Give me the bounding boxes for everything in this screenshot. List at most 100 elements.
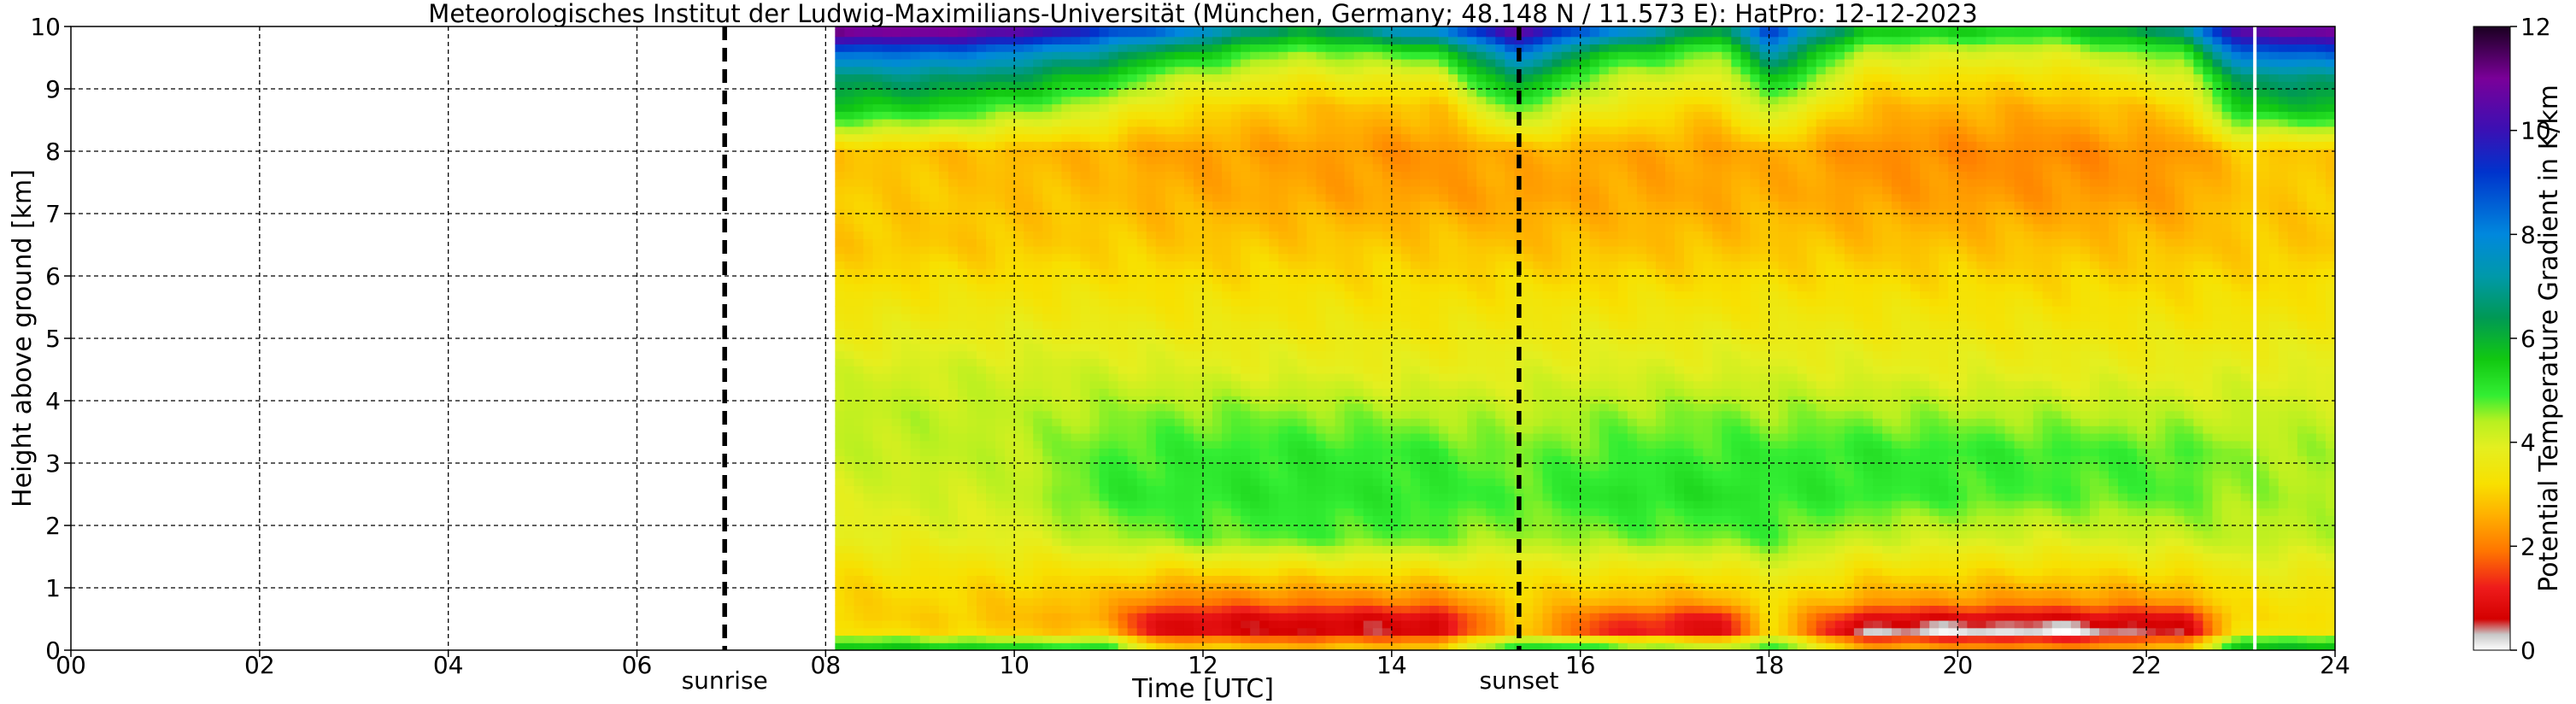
heatmap-cell <box>1241 619 1251 629</box>
heatmap-cell <box>1241 425 1251 434</box>
heatmap-cell <box>995 201 1006 209</box>
heatmap-cell <box>1165 306 1176 314</box>
heatmap-cell <box>929 96 940 105</box>
heatmap-cell <box>966 418 977 426</box>
heatmap-cell <box>1080 119 1091 127</box>
heatmap-cell <box>882 366 893 374</box>
heatmap-cell <box>1174 590 1185 599</box>
heatmap-cell <box>1061 575 1072 584</box>
heatmap-cell <box>1089 290 1100 299</box>
heatmap-cell <box>1288 171 1299 179</box>
heatmap-cell <box>1297 350 1308 359</box>
heatmap-cell <box>1278 523 1288 531</box>
heatmap-cell <box>1363 66 1374 75</box>
heatmap-cell <box>1052 89 1062 97</box>
heatmap-cell <box>1183 201 1194 209</box>
heatmap-cell <box>1288 185 1299 195</box>
heatmap-cell <box>1061 485 1072 494</box>
heatmap-cell <box>1259 613 1270 621</box>
heatmap-cell <box>1165 96 1176 105</box>
heatmap-cell <box>1033 268 1043 277</box>
heatmap-cell <box>986 463 996 472</box>
heatmap-cell <box>1005 560 1015 569</box>
heatmap-cell <box>1099 485 1110 494</box>
heatmap-cell <box>1146 380 1157 389</box>
heatmap-cell <box>1325 223 1336 232</box>
heatmap-cell <box>1136 328 1147 337</box>
heatmap-cell <box>1061 44 1072 52</box>
heatmap-cell <box>1222 478 1232 486</box>
heatmap-cell <box>1071 627 1082 637</box>
heatmap-cell <box>1222 51 1232 60</box>
heatmap-cell <box>901 380 912 389</box>
heatmap-cell <box>957 537 968 546</box>
heatmap-cell <box>863 366 874 374</box>
heatmap-cell <box>1080 193 1091 202</box>
heatmap-cell <box>986 320 996 329</box>
heatmap-cell <box>1335 350 1346 359</box>
heatmap-cell <box>1155 141 1166 150</box>
heatmap-cell <box>1080 89 1091 97</box>
heatmap-cell <box>1174 201 1185 209</box>
heatmap-cell <box>1288 358 1299 367</box>
heatmap-cell <box>1382 635 1393 643</box>
heatmap-cell <box>1108 567 1119 576</box>
heatmap-cell <box>1241 590 1251 599</box>
heatmap-cell <box>1014 306 1024 314</box>
heatmap-cell <box>910 350 921 359</box>
heatmap-cell <box>1014 268 1024 277</box>
heatmap-cell <box>835 328 846 337</box>
heatmap-cell <box>938 58 949 67</box>
heatmap-cell <box>1042 44 1053 52</box>
heatmap-cell <box>986 440 996 449</box>
heatmap-cell <box>1024 179 1034 187</box>
heatmap-cell <box>1183 575 1194 584</box>
heatmap-cell <box>1014 597 1024 607</box>
heatmap-cell <box>1363 306 1374 314</box>
heatmap-cell <box>995 470 1006 479</box>
heatmap-cell <box>910 290 921 299</box>
heatmap-cell <box>995 635 1006 643</box>
heatmap-cell <box>1174 350 1185 359</box>
heatmap-cell <box>986 605 996 613</box>
heatmap-cell <box>1183 605 1194 613</box>
heatmap-cell <box>1042 58 1053 67</box>
heatmap-cell <box>1005 627 1015 637</box>
heatmap-cell <box>929 537 940 546</box>
heatmap-cell <box>1278 89 1288 97</box>
heatmap-cell <box>1259 44 1270 52</box>
heatmap-cell <box>1344 268 1355 277</box>
heatmap-cell <box>1155 440 1166 449</box>
heatmap-cell <box>1155 89 1166 97</box>
heatmap-cell <box>901 605 912 613</box>
heatmap-cell <box>1325 89 1336 97</box>
heatmap-cell <box>1363 313 1374 322</box>
heatmap-cell <box>948 597 959 607</box>
heatmap-cell <box>1353 290 1364 299</box>
heatmap-cell <box>1222 126 1232 135</box>
heatmap-cell <box>1174 36 1185 45</box>
heatmap-cell <box>1212 290 1223 299</box>
heatmap-cell <box>1108 313 1119 322</box>
heatmap-cell <box>1099 298 1110 307</box>
heatmap-cell <box>1052 530 1062 539</box>
heatmap-cell <box>901 515 912 524</box>
heatmap-cell <box>1155 163 1166 172</box>
heatmap-cell <box>1372 448 1383 456</box>
heatmap-cell <box>1042 133 1053 142</box>
heatmap-cell <box>1080 613 1091 621</box>
heatmap-cell <box>910 133 921 142</box>
heatmap-cell <box>1363 619 1374 629</box>
heatmap-cell <box>1005 470 1015 479</box>
heatmap-cell <box>1071 185 1082 195</box>
heatmap-cell <box>1061 507 1072 516</box>
heatmap-cell <box>891 455 902 464</box>
heatmap-cell <box>1033 298 1043 307</box>
heatmap-cell <box>863 590 874 599</box>
heatmap-cell <box>957 635 968 643</box>
heatmap-cell <box>1297 231 1308 239</box>
heatmap-cell <box>1297 388 1308 396</box>
heatmap-cell <box>948 418 959 426</box>
heatmap-cell <box>1222 485 1232 494</box>
heatmap-cell <box>995 313 1006 322</box>
